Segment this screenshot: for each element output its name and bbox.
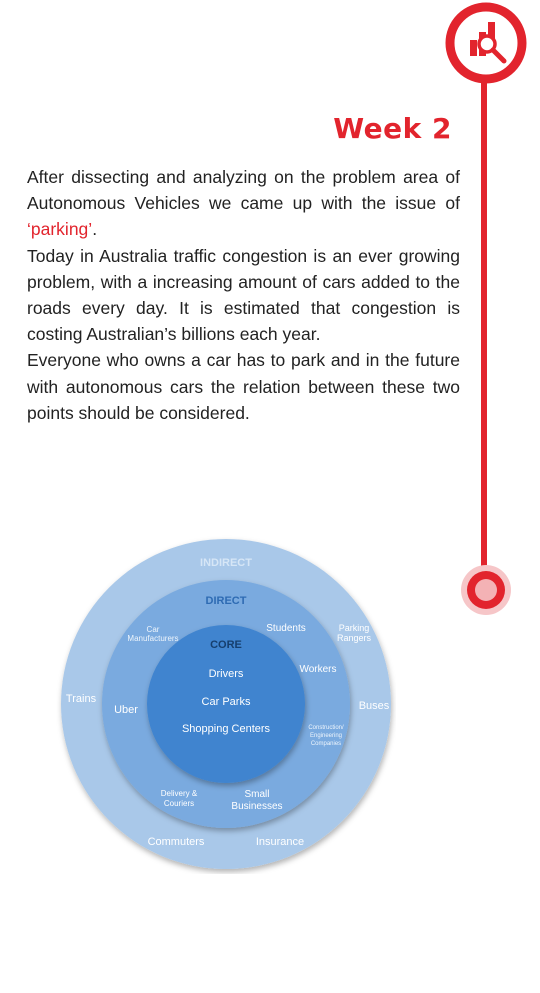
direct-delivery-1: Delivery & bbox=[161, 789, 198, 798]
indirect-buses: Buses bbox=[359, 700, 390, 712]
direct-small-1: Small bbox=[244, 789, 269, 800]
highlight-parking: ‘parking’ bbox=[27, 219, 93, 240]
indirect-commuters: Commuters bbox=[148, 836, 205, 848]
indirect-parking-2: Rangers bbox=[337, 633, 372, 643]
direct-workers: Workers bbox=[299, 664, 336, 675]
indirect-trains: Trains bbox=[66, 693, 97, 705]
timeline-line bbox=[481, 60, 487, 580]
direct-small-2: Businesses bbox=[231, 801, 282, 812]
direct-car-manufacturers-1: Car bbox=[147, 625, 160, 634]
paragraph-1: After dissecting and analyzing on the pr… bbox=[27, 167, 460, 240]
core-label: CORE bbox=[210, 639, 242, 651]
core-shopping-centers: Shopping Centers bbox=[182, 723, 271, 735]
core-car-parks: Car Parks bbox=[202, 696, 251, 708]
core-ring bbox=[147, 625, 305, 783]
direct-car-manufacturers-2: Manufacturers bbox=[127, 634, 178, 643]
direct-construction-2: Engineering bbox=[310, 733, 342, 739]
direct-delivery-2: Couriers bbox=[164, 799, 194, 808]
analytics-magnifier-icon bbox=[445, 2, 527, 84]
body-text: After dissecting and analyzing on the pr… bbox=[27, 164, 460, 426]
direct-students: Students bbox=[266, 623, 305, 634]
paragraph-2: Today in Australia traffic congestion is… bbox=[27, 245, 460, 345]
stakeholder-diagram: INDIRECT DIRECT CORE Drivers Car Parks S… bbox=[61, 539, 391, 869]
direct-construction-1: Construction/ bbox=[308, 725, 344, 731]
direct-construction-3: Companies bbox=[311, 741, 341, 747]
direct-uber: Uber bbox=[114, 704, 138, 716]
direct-label: DIRECT bbox=[206, 595, 247, 607]
indirect-label: INDIRECT bbox=[200, 557, 252, 569]
core-drivers: Drivers bbox=[209, 668, 244, 680]
paragraph-3: Everyone who owns a car has to park and … bbox=[27, 350, 460, 423]
indirect-parking-1: Parking bbox=[339, 623, 370, 633]
page-title: Week 2 bbox=[333, 112, 452, 145]
indirect-insurance: Insurance bbox=[256, 836, 304, 848]
timeline-dot-icon bbox=[461, 565, 511, 615]
